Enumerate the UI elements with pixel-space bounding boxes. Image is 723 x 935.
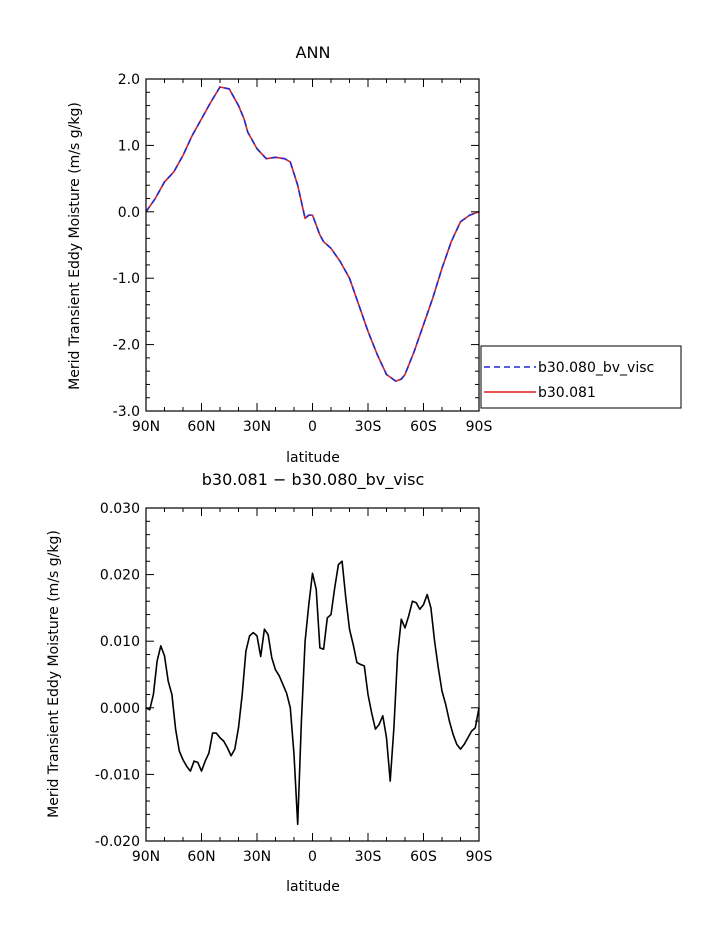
bottom-chart-series-group xyxy=(145,560,480,826)
bottom-chart-title: b30.081 − b30.080_bv_visc xyxy=(202,470,425,490)
bottom-y-tick-label: 0.030 xyxy=(100,501,140,517)
top-chart-title: ANN xyxy=(296,43,331,62)
bottom-y-tick-label: 0.000 xyxy=(100,701,140,717)
bottom-x-tick-label: 60N xyxy=(187,849,215,865)
top-x-tick-label: 90N xyxy=(132,419,160,435)
bottom-x-tick-label: 30S xyxy=(355,849,382,865)
bottom-y-tick-label: -0.020 xyxy=(95,834,140,850)
legend-label-b30-080-bv-visc: b30.080_bv_visc xyxy=(538,360,654,376)
top-chart-ylabel: Merid Transient Eddy Moisture (m/s g/kg) xyxy=(67,102,83,390)
legend-label-b30-081: b30.081 xyxy=(538,385,596,401)
bottom-chart-xlabel: latitude xyxy=(286,879,340,895)
bottom-x-tick-label: 30N xyxy=(243,849,271,865)
top-chart-series-group xyxy=(145,86,480,382)
bottom-chart-ylabel: Merid Transient Eddy Moisture (m/s g/kg) xyxy=(46,530,62,818)
top-y-tick-label: -3.0 xyxy=(113,404,140,420)
top-y-tick-label: 2.0 xyxy=(118,72,140,88)
top-y-tick-label: -2.0 xyxy=(113,338,140,354)
bottom-y-tick-label: 0.020 xyxy=(100,568,140,584)
top-x-tick-label: 0 xyxy=(308,419,317,435)
bottom-y-tick-label: 0.010 xyxy=(100,634,140,650)
top-x-tick-label: 90S xyxy=(466,419,493,435)
top-chart-panel: ANN Merid Transient Eddy Moisture (m/s g… xyxy=(67,43,492,466)
bottom-x-tick-label: 60S xyxy=(410,849,437,865)
legend: b30.080_bv_visc b30.081 xyxy=(480,345,682,409)
top-y-tick-label: -1.0 xyxy=(113,271,140,287)
top-series-line-b30-080-bv-visc xyxy=(145,86,480,382)
top-chart-xlabel: latitude xyxy=(286,450,340,466)
top-x-tick-label: 30S xyxy=(355,419,382,435)
bottom-chart-panel: b30.081 − b30.080_bv_visc Merid Transien… xyxy=(46,470,492,895)
bottom-x-tick-label: 90N xyxy=(132,849,160,865)
bottom-y-tick-label: -0.010 xyxy=(95,767,140,783)
top-y-tick-label: 1.0 xyxy=(118,138,140,154)
top-x-tick-label: 60N xyxy=(187,419,215,435)
bottom-series-line-difference xyxy=(145,560,480,826)
bottom-x-tick-label: 90S xyxy=(466,849,493,865)
top-y-tick-label: 0.0 xyxy=(118,205,140,221)
top-x-tick-label: 30N xyxy=(243,419,271,435)
legend-box xyxy=(480,345,682,409)
bottom-x-tick-label: 0 xyxy=(308,849,317,865)
bottom-chart-frame xyxy=(145,507,480,842)
top-series-line-b30-081 xyxy=(145,86,480,382)
top-x-tick-label: 60S xyxy=(410,419,437,435)
